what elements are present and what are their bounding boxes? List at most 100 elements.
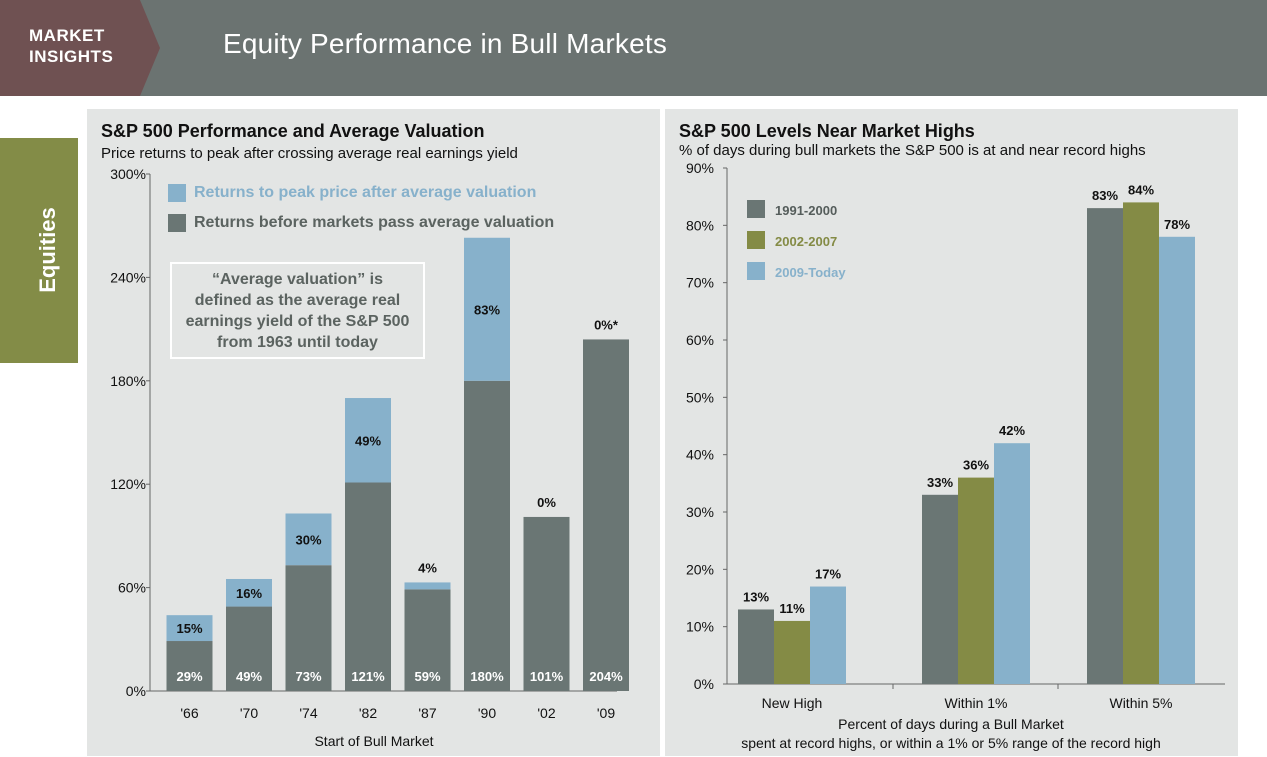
left-y-tick-label: 0% (126, 683, 146, 699)
legend-label-1991-2000: 1991-2000 (775, 203, 837, 218)
legend-swatch-2002-2007 (747, 231, 765, 249)
bar-value-label: 33% (927, 475, 953, 490)
bar-after-valuation (345, 398, 391, 483)
brand-line-1: MARKET (29, 26, 105, 45)
bar-label-before: 73% (295, 669, 321, 684)
right-y-tick-label: 90% (686, 160, 714, 176)
left-y-tick-label: 300% (110, 166, 146, 182)
bar-1991-2000 (738, 609, 774, 684)
page-title: Equity Performance in Bull Markets (223, 28, 668, 59)
side-tab-label: Equities (35, 207, 60, 293)
legend-swatch-2009-today (747, 262, 765, 280)
right-x-tick-label: Within 5% (1109, 695, 1172, 711)
bar-label-after: 83% (474, 302, 500, 317)
bar-after-valuation (404, 582, 451, 590)
bar-value-label: 36% (963, 458, 989, 473)
bar-before-valuation (285, 565, 332, 691)
bar-2009-today (810, 586, 846, 684)
left-x-tick-label: '74 (299, 705, 317, 721)
bar-before-valuation (523, 516, 570, 691)
right-y-tick-label: 30% (686, 504, 714, 520)
bar-label-before: 101% (530, 669, 564, 684)
bar-label-after: 30% (295, 532, 321, 547)
bar-after-valuation (166, 615, 213, 642)
bar-label-before: 59% (414, 669, 440, 684)
brand-arrow-shape (140, 0, 160, 96)
left-chart-subtitle: Price returns to peak after crossing ave… (101, 145, 518, 162)
bar-value-label: 78% (1164, 217, 1190, 232)
right-y-tick-label: 40% (686, 447, 714, 463)
bar-after-valuation (285, 513, 332, 566)
bar-2009-today (1159, 236, 1195, 685)
bar-value-label: 11% (779, 601, 805, 616)
right-y-tick-label: 10% (686, 619, 714, 635)
bar-value-label: 83% (1092, 188, 1118, 203)
right-y-tick-label: 80% (686, 217, 714, 233)
right-x-axis-title-line2: spent at record highs, or within a 1% or… (741, 735, 1160, 751)
right-y-tick-label: 70% (686, 275, 714, 291)
bar-before-valuation (345, 482, 391, 691)
bar-2002-2007 (774, 620, 810, 684)
bar-label-after: 0%* (594, 317, 619, 332)
legend-label-blue: Returns to peak price after average valu… (194, 184, 537, 201)
bar-value-label: 13% (743, 589, 769, 604)
left-x-tick-label: '90 (478, 705, 496, 721)
legend-swatch-blue (168, 184, 186, 202)
right-chart-panel: 0% 10% 20% 30% 40% 50% 60% 70% 80% 90% 13% 11% 17% Ne… (665, 109, 1238, 756)
bar-label-before: 180% (470, 669, 504, 684)
bar-after-valuation (464, 237, 510, 381)
brand-line-2: INSIGHTS (29, 47, 114, 66)
left-x-tick-label: '82 (359, 705, 377, 721)
bar-before-valuation (404, 589, 451, 691)
right-y-tick-label: 0% (694, 676, 714, 692)
bar-after-valuation (226, 578, 272, 607)
bar-label-after: 0% (537, 495, 556, 510)
left-chart-panel: 0% 60% 120% 180% 240% 300% 29% 15% '66 49% 16% '70 7… (87, 109, 660, 756)
bar-before-valuation (464, 380, 510, 691)
right-chart-title: S&P 500 Levels Near Market Highs (679, 121, 975, 141)
bar-1991-2000 (922, 494, 958, 684)
left-chart-svg: 0% 60% 120% 180% 240% 300% 29% 15% '66 49% 16% '70 7… (110, 166, 629, 749)
left-chart-title: S&P 500 Performance and Average Valuatio… (101, 121, 485, 141)
bar-label-after: 4% (418, 560, 437, 575)
legend-item-blue: Returns to peak price after average valu… (168, 184, 536, 202)
left-y-tick-label: 180% (110, 373, 146, 389)
legend-label-2009-today: 2009-Today (775, 265, 846, 280)
bar-before-valuation (583, 339, 629, 691)
right-x-tick-label: New High (762, 695, 823, 711)
right-y-tick-label: 20% (686, 561, 714, 577)
bar-before-valuation (166, 641, 213, 691)
valuation-note-box: “Average valuation” is defined as the av… (170, 262, 425, 359)
left-x-tick-label: '87 (418, 705, 436, 721)
brand-block: MARKET INSIGHTS (0, 0, 140, 96)
left-x-tick-label: '02 (537, 705, 555, 721)
bar-2002-2007 (958, 477, 994, 684)
left-x-axis-title: Start of Bull Market (314, 733, 433, 749)
bar-label-before: 204% (589, 669, 623, 684)
bar-label-before: 49% (236, 669, 262, 684)
bar-label-before: 121% (351, 669, 385, 684)
bar-value-label: 42% (999, 423, 1025, 438)
legend-label-gray: Returns before markets pass average valu… (194, 214, 555, 231)
bar-before-valuation (226, 606, 272, 691)
right-chart-subtitle: % of days during bull markets the S&P 50… (679, 142, 1146, 159)
left-y-tick-label: 120% (110, 476, 146, 492)
right-x-tick-label: Within 1% (944, 695, 1007, 711)
bar-label-after: 49% (355, 433, 381, 448)
legend-swatch-gray (168, 214, 186, 232)
valuation-note-text: “Average valuation” is defined as the av… (185, 270, 410, 351)
bar-value-label: 84% (1128, 182, 1154, 197)
right-chart-svg: 0% 10% 20% 30% 40% 50% 60% 70% 80% 90% 13% 11% 17% Ne… (686, 160, 1225, 751)
bar-label-before: 29% (176, 669, 202, 684)
bar-value-label: 17% (815, 567, 841, 582)
legend-swatch-1991-2000 (747, 200, 765, 218)
bar-label-after: 15% (176, 621, 202, 636)
bar-2009-today (994, 443, 1030, 684)
left-y-tick-label: 60% (118, 580, 146, 596)
bar-2002-2007 (1123, 202, 1159, 684)
side-tab (0, 138, 78, 363)
left-x-tick-label: '70 (240, 705, 258, 721)
legend-item-gray: Returns before markets pass average valu… (168, 214, 554, 232)
left-x-tick-label: '09 (597, 705, 615, 721)
bar-label-after: 16% (236, 586, 262, 601)
